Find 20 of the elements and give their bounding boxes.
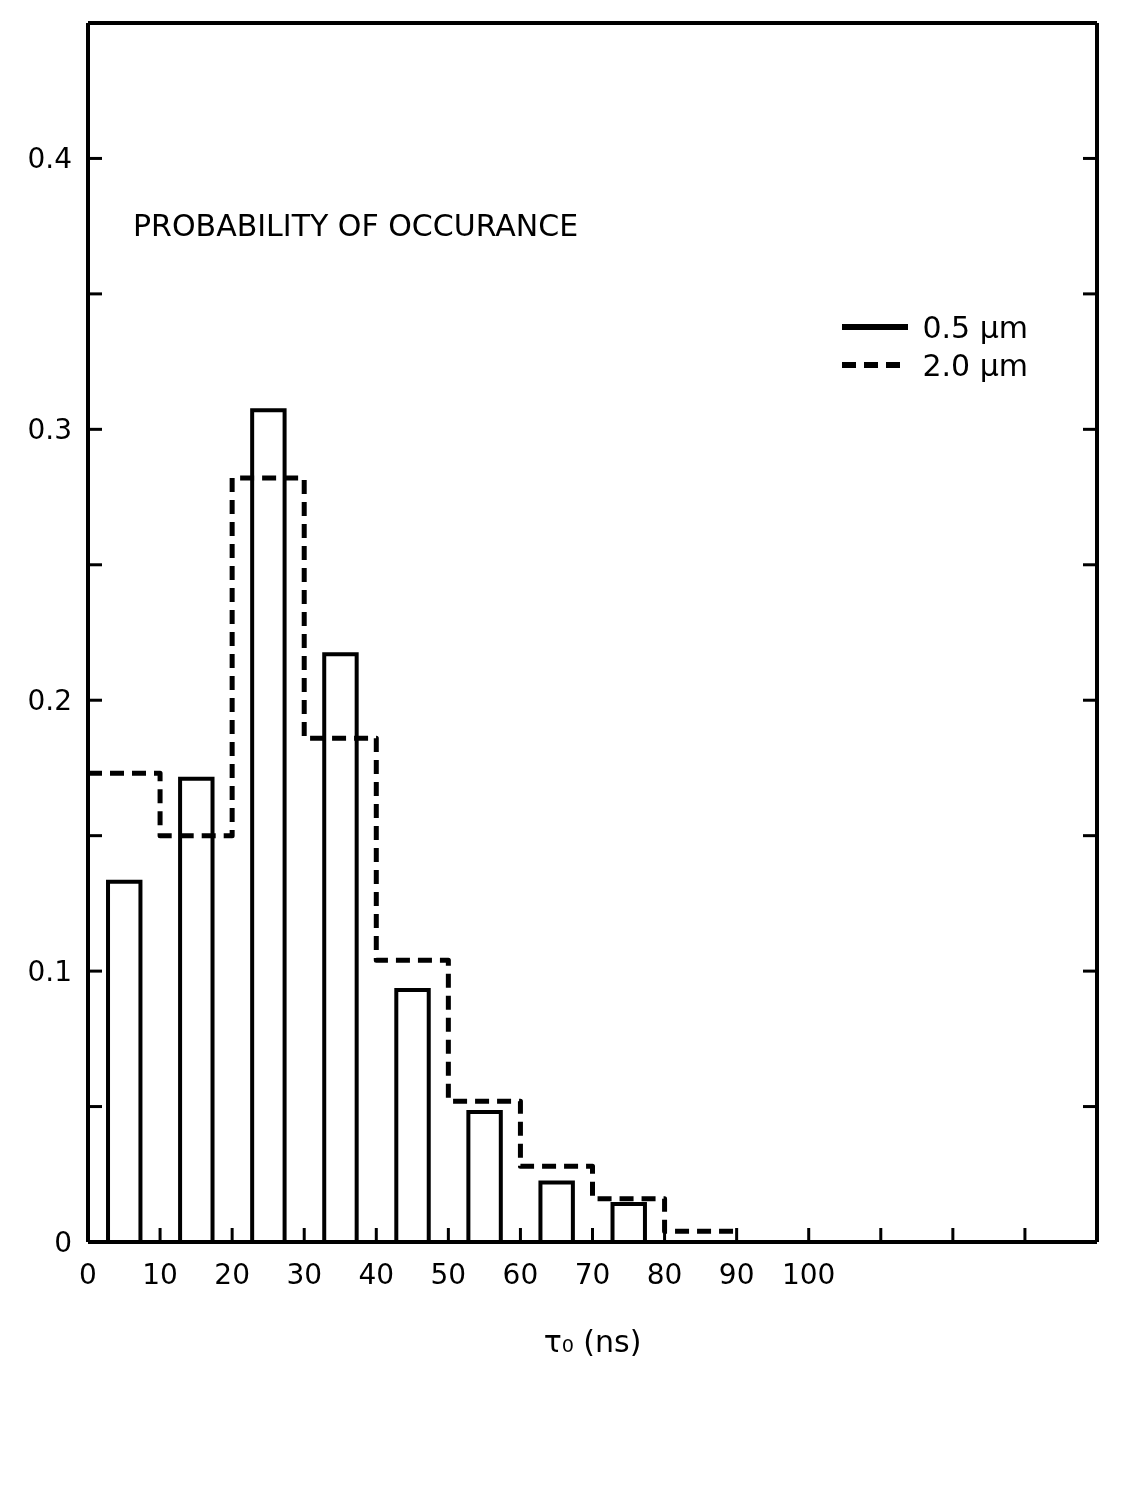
x-tick-label: 80 [646, 1257, 683, 1291]
x-tick-label: 90 [718, 1257, 755, 1291]
x-tick-label: 10 [142, 1257, 178, 1291]
y-tick-label: 0.4 [27, 142, 72, 176]
x-tick-label: 100 [781, 1257, 836, 1291]
legend-label: 2.0 µm [922, 347, 1028, 383]
x-tick-label: 70 [574, 1257, 611, 1291]
legend-label: 0.5 µm [922, 309, 1028, 345]
y-axis-title: PROBABILITY OF OCCURANCE [133, 208, 579, 243]
x-tick-label: 0 [79, 1257, 97, 1291]
x-tick-label: 20 [214, 1257, 250, 1291]
y-tick-label: 0 [54, 1225, 72, 1259]
y-tick-label: 0.2 [27, 684, 72, 718]
x-tick-label: 30 [286, 1257, 323, 1291]
y-tick-label: 0.3 [27, 413, 72, 447]
x-tick-label: 50 [430, 1257, 467, 1291]
x-tick-label: 40 [358, 1257, 395, 1291]
y-tick-label: 0.1 [27, 955, 72, 989]
x-tick-label: 60 [502, 1257, 539, 1291]
x-axis-title: τ₀ (ns) [543, 1324, 642, 1359]
